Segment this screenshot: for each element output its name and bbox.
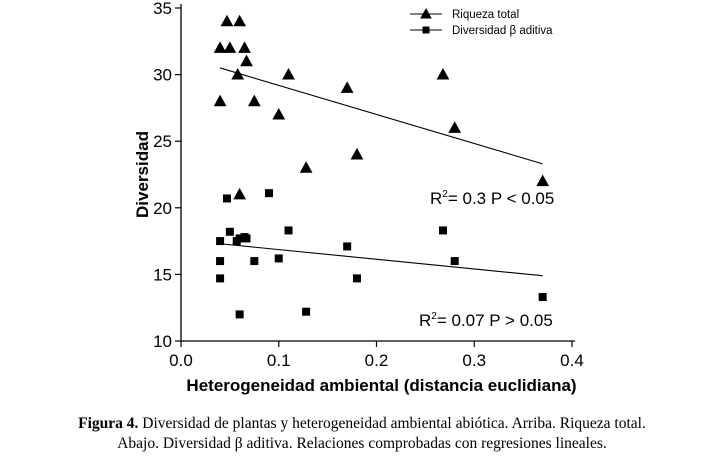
caption-text-1: Diversidad de plantas y heterogeneidad a…: [138, 415, 646, 432]
triangle-point: [233, 14, 247, 27]
square-point: [538, 293, 547, 302]
square-point: [216, 237, 225, 246]
x-tick-label: 0.0: [169, 351, 193, 370]
y-axis-title: Diversidad: [133, 131, 152, 218]
x-tick-label: 0.1: [267, 351, 291, 370]
square-point: [302, 307, 311, 316]
square-point: [242, 234, 251, 243]
triangle-point: [231, 68, 245, 80]
x-axis-title: Heterogeneidad ambiental (distancia eucl…: [186, 376, 576, 395]
y-tick-label: 35: [153, 0, 172, 18]
square-point: [274, 254, 283, 263]
square-point: [352, 274, 361, 283]
trend-lines: [219, 67, 543, 277]
triangle-point: [233, 187, 247, 200]
triangle-point: [238, 41, 251, 53]
y-tick-label: 15: [153, 265, 172, 284]
legend-triangle-marker: [420, 8, 432, 19]
x-tick-label: 0.3: [462, 351, 486, 370]
triangle-point: [220, 14, 234, 27]
triangle-point: [350, 147, 364, 160]
triangle-point: [223, 41, 237, 53]
square-point: [225, 227, 234, 236]
legend: Riqueza total Diversidad β aditiva: [410, 8, 553, 37]
x-tick-label: 0.4: [560, 351, 584, 370]
legend-square-marker: [422, 26, 430, 34]
y-tick-label: 20: [153, 199, 172, 218]
caption-label: Figura 4.: [78, 415, 139, 432]
triangle-point: [436, 68, 450, 80]
r-symbol: R: [430, 189, 442, 208]
r-squared-superscript: 2: [442, 189, 448, 200]
regression-annotation: R2= 0.3 P < 0.05: [430, 189, 554, 208]
regression-annotation: R2= 0.07 P > 0.05: [419, 311, 553, 330]
triangle-point: [448, 121, 462, 133]
square-point: [438, 226, 447, 235]
y-tick-label: 25: [153, 132, 172, 151]
triangle-point: [213, 41, 227, 53]
y-tick-label: 10: [153, 332, 172, 351]
triangle-point: [247, 94, 261, 107]
r-squared-superscript: 2: [431, 311, 437, 322]
trend-line-riqueza: [219, 67, 543, 165]
triangle-point: [240, 54, 253, 67]
scatter-chart: 10 15 20 25 30 35 0.0 0.1 0.2 0.3 0.4 Heterogeneida…: [133, 0, 584, 395]
axes: 10 15 20 25 30 35 0.0 0.1 0.2 0.3 0.4 Heterogeneida…: [133, 0, 584, 395]
triangle-point: [340, 81, 354, 93]
x-tick-label: 0.2: [365, 351, 389, 370]
square-point: [250, 257, 259, 266]
square-point: [222, 194, 231, 203]
square-point: [216, 257, 225, 266]
square-point: [235, 234, 244, 243]
square-point: [343, 242, 352, 251]
figure-caption: Figura 4. Diversidad de plantas y hetero…: [0, 414, 724, 454]
square-point: [264, 189, 273, 198]
data-points: [213, 14, 550, 319]
triangle-point: [213, 94, 227, 107]
y-tick-label: 30: [153, 66, 172, 85]
caption-line-1: Figura 4. Diversidad de plantas y hetero…: [0, 414, 724, 434]
square-point: [216, 274, 225, 283]
legend-label: Riqueza total: [452, 9, 519, 21]
r-squared-value: = 0.07 P > 0.05: [437, 311, 553, 330]
triangle-point: [536, 174, 550, 187]
square-point: [450, 257, 459, 266]
trend-line-beta: [220, 243, 543, 277]
triangle-point: [282, 68, 295, 80]
caption-line-2: Abajo. Diversidad β aditiva. Relaciones …: [117, 435, 607, 452]
square-point: [235, 310, 244, 319]
r-symbol: R: [419, 311, 431, 330]
square-point: [284, 226, 293, 235]
triangle-point: [299, 161, 313, 173]
r-squared-value: = 0.3 P < 0.05: [448, 189, 555, 208]
legend-label: Diversidad β aditiva: [452, 25, 553, 37]
triangle-point: [272, 107, 286, 120]
